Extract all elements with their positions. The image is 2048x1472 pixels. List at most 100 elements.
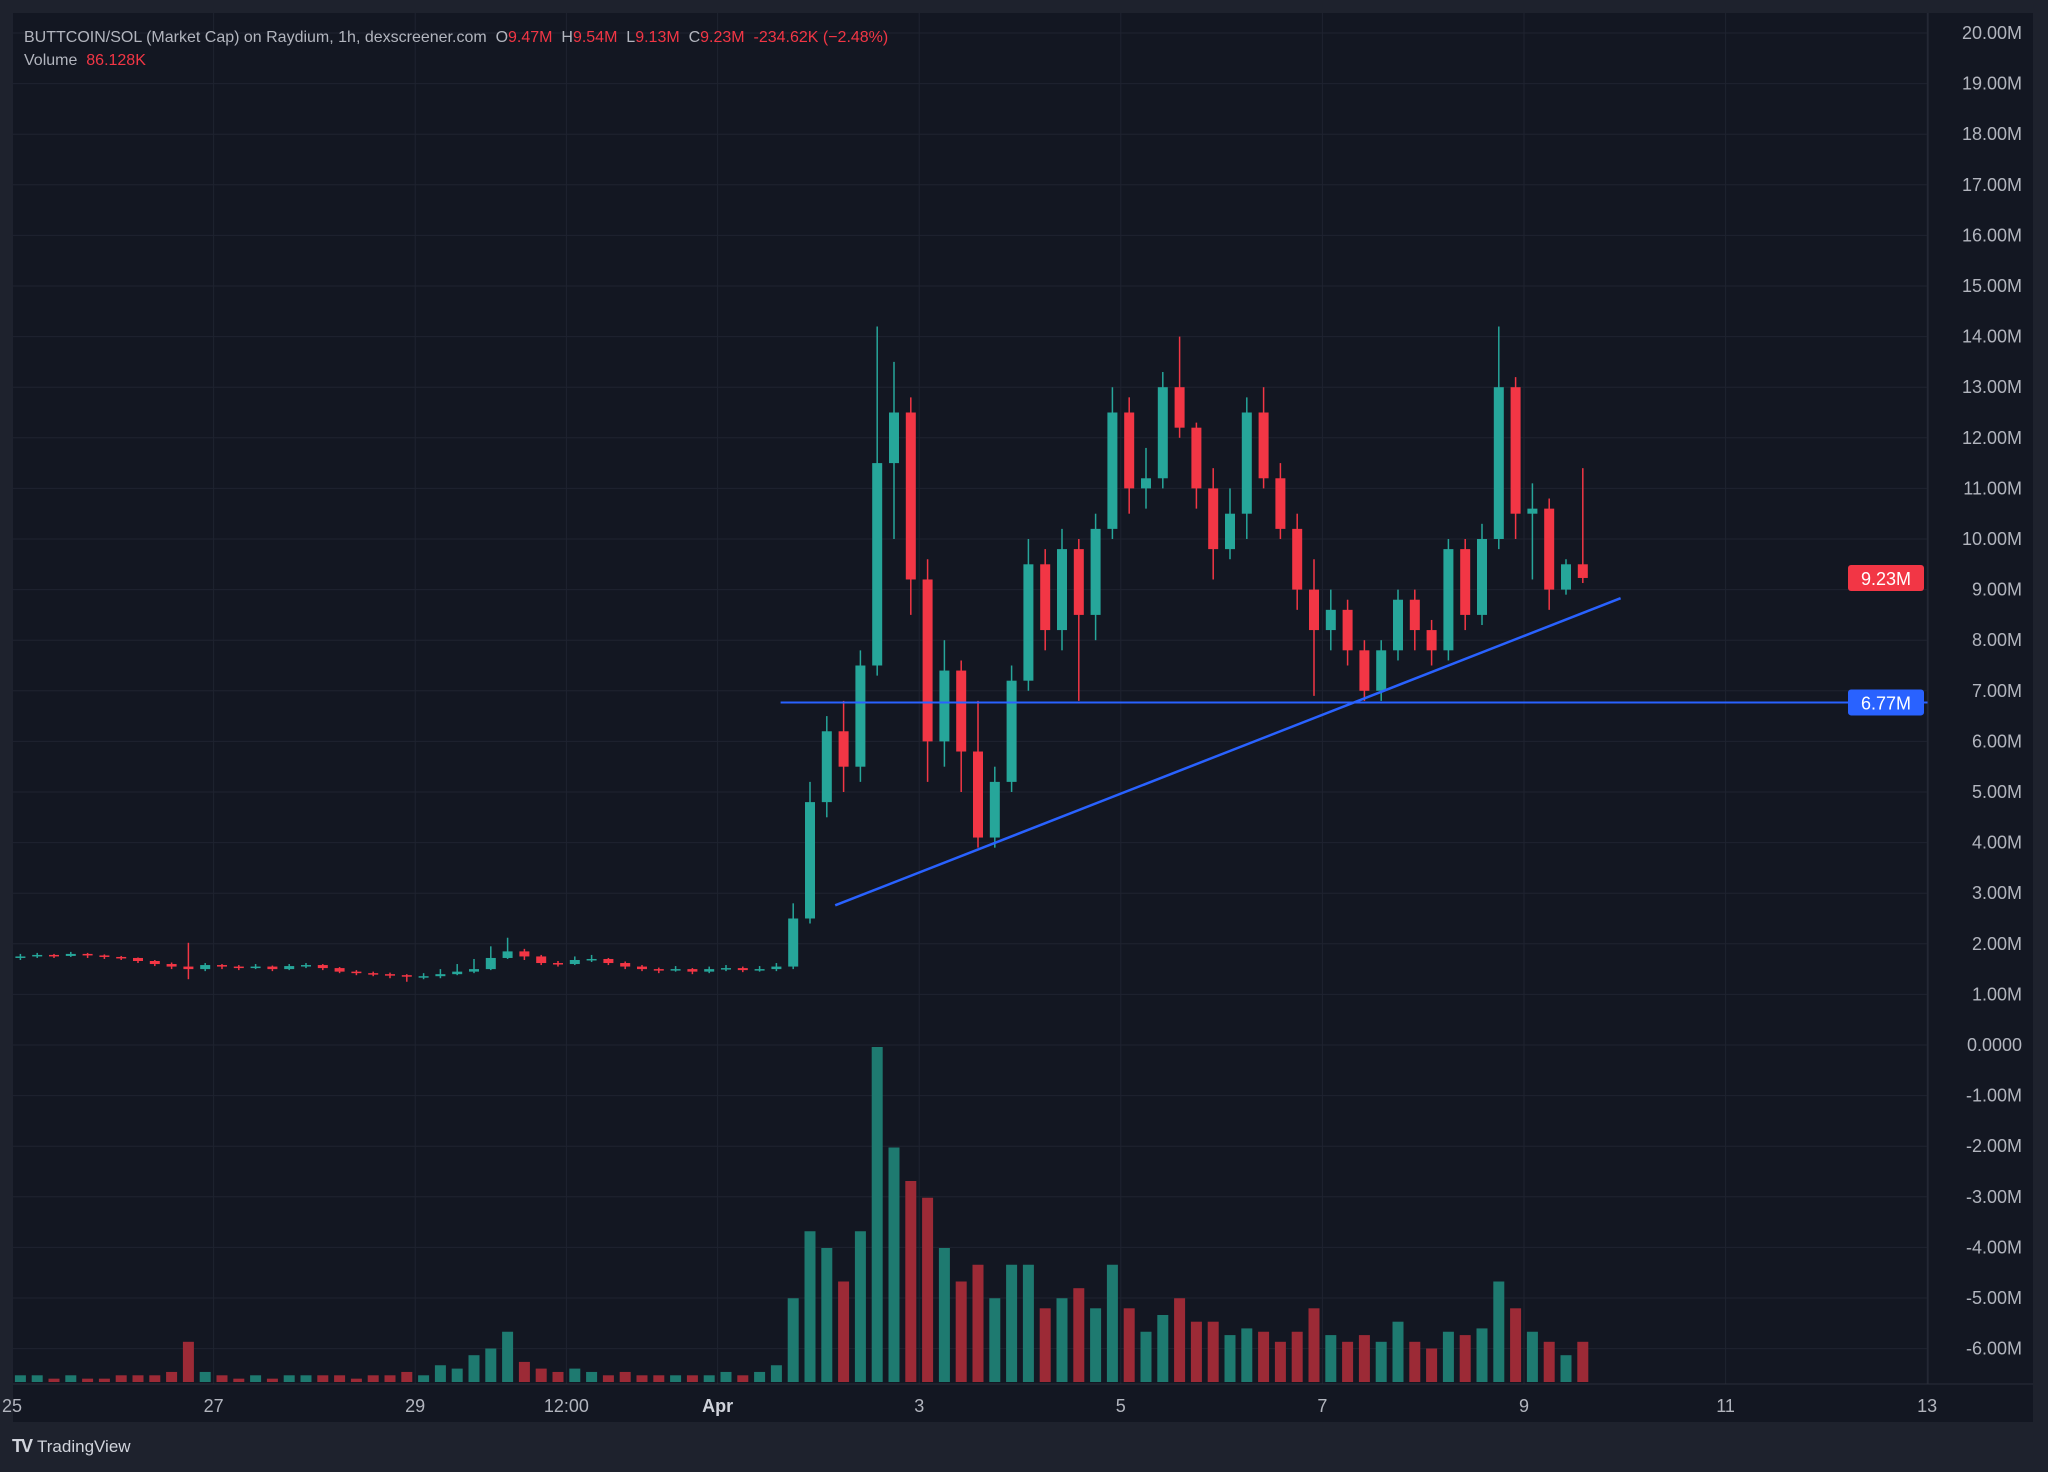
candle-body	[32, 954, 43, 957]
candle-body	[401, 975, 412, 977]
volume-bar	[1039, 1308, 1051, 1382]
price-axis-label: 16.00M	[1962, 225, 2022, 245]
candle	[855, 650, 866, 782]
price-axis-label: 14.00M	[1962, 327, 2022, 347]
candle	[1359, 640, 1370, 701]
candle	[905, 397, 916, 615]
candle	[133, 957, 143, 964]
volume-bar	[619, 1371, 631, 1382]
candle	[334, 967, 345, 974]
candle-body	[317, 965, 328, 969]
candle-body	[1141, 478, 1151, 489]
volume-bar	[166, 1371, 178, 1382]
volume-bar	[182, 1341, 194, 1382]
candle	[1325, 589, 1336, 651]
candle	[1241, 397, 1252, 539]
candle-body	[485, 957, 496, 970]
volume-bar	[434, 1365, 446, 1382]
volume-bar	[48, 1378, 60, 1382]
volume-bar	[1375, 1341, 1387, 1382]
candle-body	[133, 957, 143, 962]
volume-bar	[1543, 1341, 1555, 1382]
volume-bar	[31, 1375, 43, 1382]
candle	[485, 946, 496, 971]
volume-bar	[1476, 1328, 1488, 1382]
candle-body	[1174, 387, 1185, 428]
candle-body	[670, 969, 681, 971]
candle-body	[1493, 387, 1504, 539]
volume-bar	[1140, 1331, 1152, 1382]
candle-body	[49, 954, 59, 957]
candle-body	[1006, 680, 1017, 782]
candle	[922, 559, 933, 782]
candle-body	[737, 968, 748, 971]
volume-bar	[98, 1378, 110, 1382]
volume-bar	[1510, 1308, 1522, 1382]
footer: TV TradingView	[12, 1436, 131, 1457]
candle-body	[1258, 412, 1269, 479]
volume-bar	[821, 1248, 833, 1382]
candle	[1561, 559, 1571, 595]
brand-name[interactable]: TradingView	[37, 1436, 131, 1456]
volume-bar	[586, 1371, 598, 1382]
candle	[49, 953, 59, 958]
time-axis-label: 13	[1917, 1396, 1937, 1416]
trend-line	[834, 597, 1622, 907]
candle	[805, 781, 815, 924]
volume-bar	[1241, 1328, 1253, 1382]
volume-bar	[418, 1375, 430, 1382]
horizontal-line-badge: 6.77M	[1861, 693, 1911, 713]
candle	[1342, 599, 1353, 666]
candle	[637, 965, 647, 972]
candle	[1477, 523, 1487, 626]
volume-bar	[350, 1378, 362, 1382]
candle	[116, 955, 127, 960]
candle	[1057, 528, 1067, 651]
candle	[737, 966, 748, 973]
price-axis-label: 17.00M	[1962, 175, 2022, 195]
candle	[1006, 665, 1017, 792]
price-axis-label: 1.00M	[1972, 984, 2022, 1004]
volume-bar	[1258, 1331, 1270, 1382]
volume-bar	[149, 1375, 161, 1382]
candle-body	[905, 412, 916, 580]
volume-bar	[1409, 1341, 1421, 1382]
time-axis-label: Apr	[702, 1396, 733, 1416]
price-axis-label: 7.00M	[1972, 681, 2022, 701]
volume-bar	[535, 1368, 547, 1382]
candle-body	[1057, 549, 1067, 631]
candle	[99, 954, 110, 959]
candle-body	[838, 731, 849, 767]
chart-background	[13, 13, 2033, 1422]
volume-bar	[871, 1047, 883, 1382]
candle-body	[536, 956, 547, 964]
price-axis-label: -5.00M	[1966, 1288, 2022, 1308]
candle	[1157, 372, 1168, 489]
candle-body	[872, 463, 883, 666]
volume-bar	[1073, 1288, 1085, 1382]
volume-bar	[1090, 1308, 1102, 1382]
volume-bar	[266, 1378, 278, 1382]
candle	[267, 965, 278, 972]
volume-bar	[804, 1231, 816, 1382]
volume-bar	[1459, 1335, 1471, 1382]
candle	[721, 965, 731, 972]
candle	[217, 964, 227, 970]
price-axis-label: 20.00M	[1962, 23, 2022, 43]
tradingview-logo-icon[interactable]: TV	[12, 1436, 33, 1456]
low-label: L	[626, 29, 636, 46]
candle	[435, 969, 446, 979]
candle-body	[1157, 387, 1168, 479]
candle	[1107, 387, 1118, 539]
candle-body	[1225, 513, 1235, 550]
candle-body	[368, 973, 379, 975]
open-label: O	[495, 29, 509, 46]
candle-body	[1359, 650, 1370, 691]
volume-bar	[1022, 1264, 1034, 1382]
volume-bar	[1274, 1341, 1286, 1382]
candle	[32, 952, 43, 958]
price-axis-label: -4.00M	[1966, 1237, 2022, 1257]
candle	[1426, 619, 1437, 666]
volume-bar	[1190, 1321, 1202, 1382]
